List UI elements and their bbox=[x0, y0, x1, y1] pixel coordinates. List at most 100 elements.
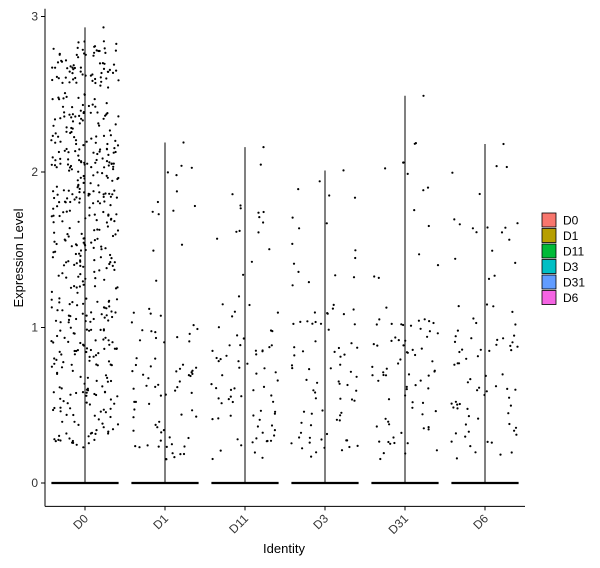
point-d0 bbox=[55, 166, 58, 169]
point-d0 bbox=[56, 205, 59, 208]
point-d0 bbox=[110, 364, 113, 367]
point-d6 bbox=[486, 226, 489, 229]
point-d0 bbox=[75, 443, 78, 446]
point-d3 bbox=[290, 442, 293, 445]
point-d0 bbox=[105, 174, 108, 177]
point-d11 bbox=[240, 395, 243, 398]
point-d0 bbox=[113, 147, 116, 150]
point-d0 bbox=[58, 214, 61, 218]
point-d0 bbox=[77, 220, 80, 223]
point-d0 bbox=[115, 347, 118, 350]
point-d3 bbox=[298, 227, 301, 230]
point-d0 bbox=[109, 134, 112, 137]
point-d3 bbox=[326, 312, 329, 315]
point-d0 bbox=[93, 270, 96, 273]
y-axis-title: Expression Level bbox=[11, 208, 26, 307]
point-d0 bbox=[88, 206, 91, 209]
point-d0 bbox=[67, 340, 70, 343]
point-d1 bbox=[181, 363, 185, 366]
point-d0 bbox=[85, 391, 88, 394]
point-d31 bbox=[436, 264, 440, 267]
point-d0 bbox=[53, 357, 56, 360]
y-tick-label: 3 bbox=[31, 10, 38, 24]
point-d3 bbox=[314, 340, 317, 343]
point-d0 bbox=[63, 115, 66, 118]
point-d6 bbox=[502, 337, 505, 340]
point-d6 bbox=[500, 231, 504, 234]
point-d0 bbox=[100, 313, 103, 316]
point-d6 bbox=[508, 422, 511, 426]
point-d6 bbox=[454, 432, 457, 435]
x-tick-label: D6 bbox=[470, 511, 491, 532]
point-d0 bbox=[79, 249, 83, 252]
point-d11 bbox=[238, 229, 241, 232]
point-d3 bbox=[315, 451, 318, 454]
point-d0 bbox=[56, 309, 59, 312]
point-d6 bbox=[511, 310, 514, 313]
jitter-points bbox=[50, 26, 519, 461]
point-d0 bbox=[78, 285, 81, 288]
point-d1 bbox=[148, 402, 151, 405]
point-d1 bbox=[165, 445, 168, 448]
point-d31 bbox=[392, 436, 395, 439]
point-d0 bbox=[94, 105, 97, 108]
point-d0 bbox=[93, 438, 96, 441]
point-d0 bbox=[107, 70, 110, 73]
point-d0 bbox=[85, 140, 88, 143]
point-d0 bbox=[56, 372, 59, 375]
point-d0 bbox=[86, 389, 90, 392]
point-d0 bbox=[101, 422, 104, 425]
point-d0 bbox=[53, 240, 56, 243]
point-d0 bbox=[102, 328, 105, 331]
point-d11 bbox=[231, 400, 234, 404]
point-d0 bbox=[82, 111, 85, 114]
point-d11 bbox=[263, 367, 266, 370]
point-d0 bbox=[53, 196, 56, 200]
point-d3 bbox=[307, 281, 310, 284]
point-d0 bbox=[103, 62, 106, 65]
point-d0 bbox=[54, 141, 57, 144]
point-d0 bbox=[96, 171, 99, 174]
point-d0 bbox=[109, 195, 112, 198]
point-d0 bbox=[80, 161, 83, 164]
legend-swatch-d3 bbox=[541, 259, 557, 274]
point-d31 bbox=[405, 388, 408, 391]
point-d1 bbox=[189, 374, 192, 378]
point-d1 bbox=[154, 423, 157, 426]
point-d31 bbox=[423, 318, 426, 321]
point-d0 bbox=[111, 179, 114, 182]
point-d11 bbox=[229, 414, 232, 417]
point-d0 bbox=[116, 144, 120, 147]
point-d3 bbox=[339, 397, 342, 400]
point-d1 bbox=[175, 174, 178, 177]
point-d0 bbox=[77, 41, 80, 44]
point-d0 bbox=[81, 48, 84, 51]
point-d0 bbox=[103, 47, 106, 50]
point-d1 bbox=[159, 439, 162, 442]
point-d3 bbox=[350, 342, 353, 345]
point-d11 bbox=[237, 360, 240, 363]
point-d3 bbox=[292, 262, 296, 265]
point-d0 bbox=[85, 350, 88, 354]
point-d0 bbox=[82, 144, 85, 147]
point-d0 bbox=[78, 148, 81, 151]
point-d0 bbox=[55, 358, 58, 361]
point-d0 bbox=[69, 326, 72, 329]
point-d11 bbox=[242, 273, 245, 276]
point-d0 bbox=[102, 408, 105, 411]
point-d31 bbox=[422, 427, 425, 430]
point-d0 bbox=[67, 260, 70, 263]
point-d0 bbox=[112, 168, 115, 171]
point-d6 bbox=[478, 386, 481, 389]
point-d0 bbox=[77, 154, 80, 157]
point-d0 bbox=[117, 115, 120, 118]
point-d0 bbox=[103, 278, 106, 281]
point-d0 bbox=[88, 214, 91, 217]
point-d31 bbox=[371, 365, 374, 368]
point-d11 bbox=[228, 344, 231, 347]
point-d0 bbox=[56, 61, 60, 64]
point-d6 bbox=[510, 349, 513, 352]
point-d6 bbox=[488, 349, 491, 352]
point-d3 bbox=[290, 364, 294, 367]
